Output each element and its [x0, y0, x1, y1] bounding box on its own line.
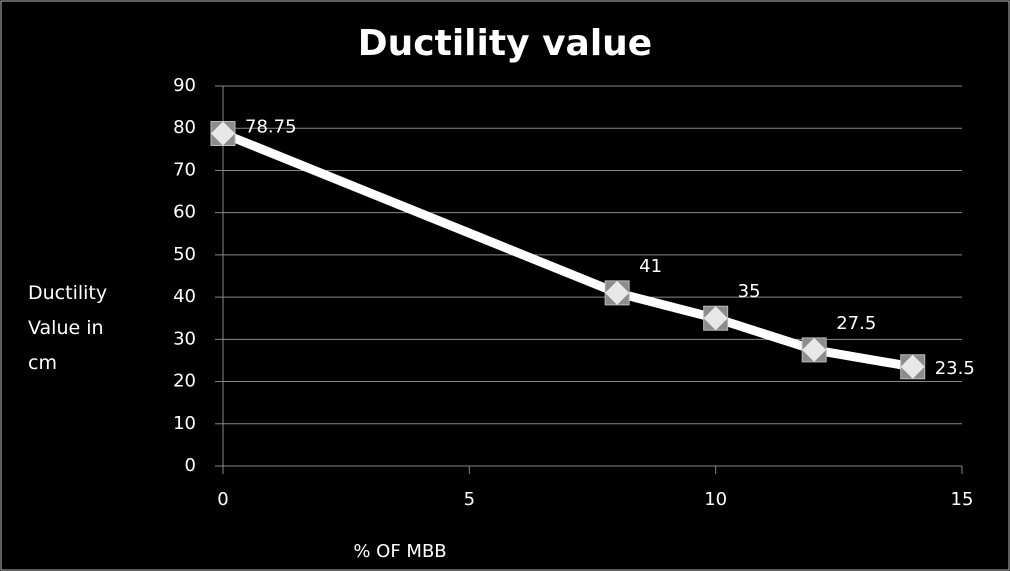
y-tick-label: 50	[173, 244, 196, 265]
y-tick-label: 0	[185, 455, 196, 476]
marker	[210, 121, 236, 146]
y-tick-label: 10	[173, 413, 196, 434]
data-label: 35	[738, 281, 761, 302]
marker	[604, 280, 630, 306]
marker-diamond	[900, 354, 925, 379]
data-label: 27.5	[836, 313, 876, 334]
y-tick-label: 20	[173, 371, 196, 392]
y-tick-label: 40	[173, 286, 196, 307]
y-tick-label: 30	[173, 328, 196, 349]
data-label: 78.75	[245, 117, 297, 138]
y-tick-label: 60	[173, 202, 196, 223]
y-tick-label: 70	[173, 159, 196, 180]
marker-diamond	[802, 337, 827, 362]
y-tick-label: 90	[173, 75, 196, 96]
marker-diamond	[605, 280, 630, 305]
y-axis-label: Ductility Value in cm	[28, 282, 108, 374]
x-tick-label: 5	[464, 489, 475, 510]
data-label: 41	[639, 256, 662, 277]
marker	[900, 354, 926, 380]
chart-title: Ductility value	[358, 23, 652, 64]
marker	[801, 337, 827, 363]
marker	[703, 305, 729, 331]
x-tick-label: 15	[951, 489, 974, 510]
data-label: 23.5	[935, 358, 975, 379]
marker-diamond	[703, 306, 728, 331]
x-axis-label: % OF MBB	[353, 541, 446, 562]
marker-diamond	[211, 121, 235, 146]
x-tick-label: 10	[704, 489, 727, 510]
x-tick-label: 0	[217, 489, 228, 510]
y-tick-label: 80	[173, 117, 196, 138]
